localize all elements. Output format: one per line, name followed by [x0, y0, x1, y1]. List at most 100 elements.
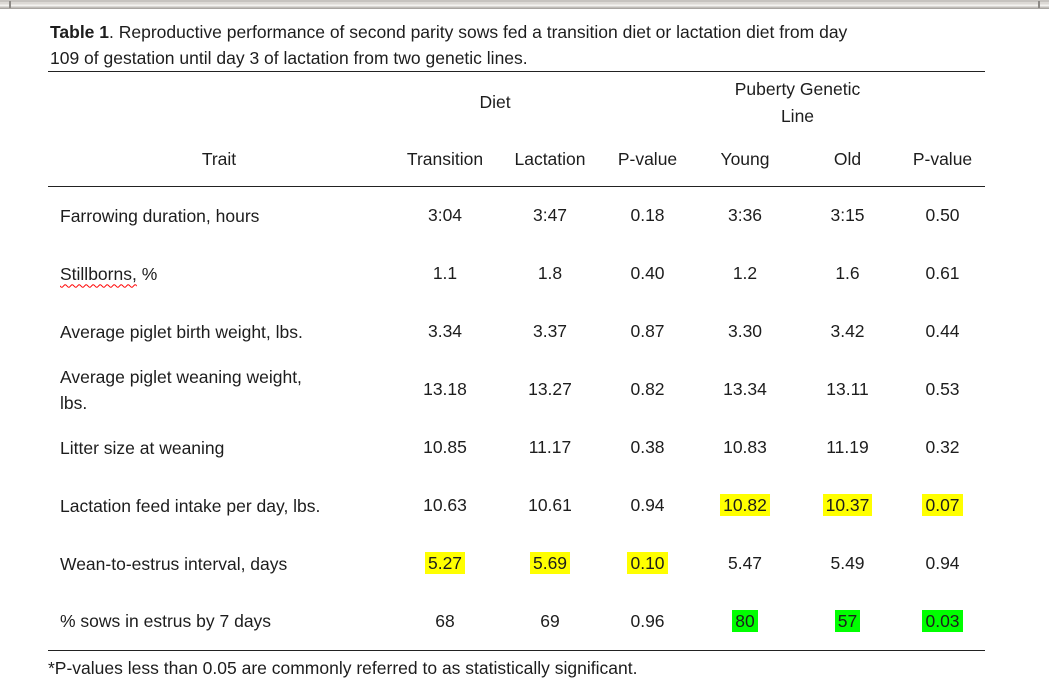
cell-value: 69 — [540, 610, 560, 631]
table-caption: Table 1. Reproductive performance of sec… — [50, 19, 989, 71]
cell-value: 3:47 — [532, 205, 568, 226]
cell-value: 10.63 — [423, 495, 467, 515]
value-cell: 10.85 — [390, 419, 500, 477]
cell-value: 13.34 — [723, 379, 767, 399]
cell-value: 10.37 — [822, 494, 873, 516]
trait-cell: Litter size at weaning — [60, 437, 225, 458]
cell-value: 0.50 — [925, 205, 960, 226]
value-cell: 0.32 — [900, 419, 985, 477]
value-cell: 1.6 — [795, 245, 900, 303]
value-cell: 10.63 — [390, 477, 500, 535]
footnote: *P-values less than 0.05 are commonly re… — [48, 658, 638, 678]
cell-value: 1.8 — [537, 263, 563, 283]
cell-value: 0.96 — [630, 610, 665, 631]
value-cell: 3:36 — [695, 187, 795, 245]
value-cell: 0.03 — [900, 593, 985, 651]
column-header-transition: Transition — [406, 149, 484, 170]
value-cell: 0.44 — [900, 303, 985, 361]
cell-value: 5.69 — [529, 552, 571, 574]
table-caption-text-line1: . Reproductive performance of second par… — [109, 22, 848, 42]
value-cell: 5.49 — [795, 535, 900, 593]
table-row: Wean-to-estrus interval, days 5.27 5.69 … — [48, 535, 985, 593]
table-row: Litter size at weaning 10.85 11.17 0.38 … — [48, 419, 985, 477]
value-cell: 5.47 — [695, 535, 795, 593]
cell-value: 10.82 — [720, 494, 770, 516]
cell-value: 3:36 — [727, 205, 763, 226]
cell-value: 68 — [435, 610, 455, 631]
value-cell: 11.17 — [500, 419, 600, 477]
cell-value: 3.34 — [427, 321, 463, 341]
value-cell: 5.27 — [390, 535, 500, 593]
cell-value: 13.11 — [826, 379, 869, 399]
column-header-pvalue-diet: P-value — [617, 149, 678, 170]
table-row: % sows in estrus by 7 days 68 69 0.96 80… — [48, 593, 985, 651]
value-cell: 0.82 — [600, 361, 695, 419]
value-cell: 3:04 — [390, 187, 500, 245]
value-cell: 57 — [795, 593, 900, 651]
table-row: Average piglet birth weight, lbs. 3.34 3… — [48, 303, 985, 361]
cell-value: 0.32 — [925, 437, 960, 457]
cell-value: 0.03 — [922, 609, 963, 632]
value-cell: 10.83 — [695, 419, 795, 477]
value-cell: 11.19 — [795, 419, 900, 477]
cell-value: 0.10 — [627, 552, 668, 574]
cell-value: 1.6 — [835, 263, 860, 283]
data-table: Diet Puberty Genetic Line Trait Transiti… — [48, 71, 985, 651]
value-cell: 68 — [390, 593, 500, 651]
cell-value: 3:04 — [427, 205, 463, 226]
cell-value: 80 — [732, 609, 758, 632]
trait-cell: Average piglet weaning weight, lbs. — [48, 361, 390, 419]
table-row: Average piglet weaning weight, lbs. 13.1… — [48, 361, 985, 419]
cell-value: 0.53 — [925, 379, 960, 399]
cell-value: 10.83 — [723, 437, 767, 457]
column-header-old: Old — [833, 149, 862, 170]
value-cell: 13.34 — [695, 361, 795, 419]
cell-value: 10.85 — [423, 437, 467, 457]
value-cell: 0.10 — [600, 535, 695, 593]
value-cell: 3.30 — [695, 303, 795, 361]
value-cell: 0.94 — [600, 477, 695, 535]
cell-value: 0.18 — [630, 205, 665, 226]
column-group-row: Diet Puberty Genetic Line — [48, 72, 985, 134]
cell-value: 0.94 — [925, 553, 960, 573]
table-caption-text-line2: 109 of gestation until day 3 of lactatio… — [50, 48, 528, 68]
cell-value: 0.82 — [630, 379, 665, 399]
value-cell: 0.87 — [600, 303, 695, 361]
value-cell: 0.94 — [900, 535, 985, 593]
cell-value: 0.61 — [925, 263, 960, 283]
column-group-empty — [900, 72, 985, 134]
value-cell: 3.42 — [795, 303, 900, 361]
cell-value: 1.2 — [732, 263, 758, 283]
trait-label-rest: % — [136, 263, 158, 284]
trait-label: Average piglet weaning weight, lbs. — [60, 366, 302, 413]
table-row: Farrowing duration, hours 3:04 3:47 0.18… — [48, 187, 985, 245]
value-cell: 0.40 — [600, 245, 695, 303]
column-header-pvalue-line: P-value — [912, 149, 973, 170]
cell-value: 5.27 — [424, 552, 466, 574]
value-cell: 3:15 — [795, 187, 900, 245]
cell-value: 0.87 — [630, 321, 665, 341]
value-cell: 13.18 — [390, 361, 500, 419]
cell-value: 3.30 — [727, 321, 763, 341]
chrome-tick-left — [9, 1, 11, 8]
trait-cell: Lactation feed intake per day, lbs. — [60, 495, 321, 516]
table-row: Stillborns, % 1.1 1.8 0.40 1.2 1.6 0.61 — [48, 245, 985, 303]
column-group-empty — [48, 72, 390, 134]
value-cell: 3:47 — [500, 187, 600, 245]
trait-cell: Farrowing duration, hours — [60, 205, 260, 226]
column-group-genetic-line-label: Puberty Genetic Line — [734, 78, 861, 126]
value-cell: 1.1 — [390, 245, 500, 303]
value-cell: 0.18 — [600, 187, 695, 245]
value-cell: 69 — [500, 593, 600, 651]
trait-cell: Wean-to-estrus interval, days — [60, 553, 288, 574]
value-cell: 10.82 — [695, 477, 795, 535]
value-cell: 3.37 — [500, 303, 600, 361]
value-cell: 13.27 — [500, 361, 600, 419]
value-cell: 1.2 — [695, 245, 795, 303]
value-cell: 0.38 — [600, 419, 695, 477]
table-row: Lactation feed intake per day, lbs. 10.6… — [48, 477, 985, 535]
value-cell: 13.11 — [795, 361, 900, 419]
value-cell: 80 — [695, 593, 795, 651]
value-cell: 0.07 — [900, 477, 985, 535]
cell-value: 0.44 — [925, 321, 960, 341]
